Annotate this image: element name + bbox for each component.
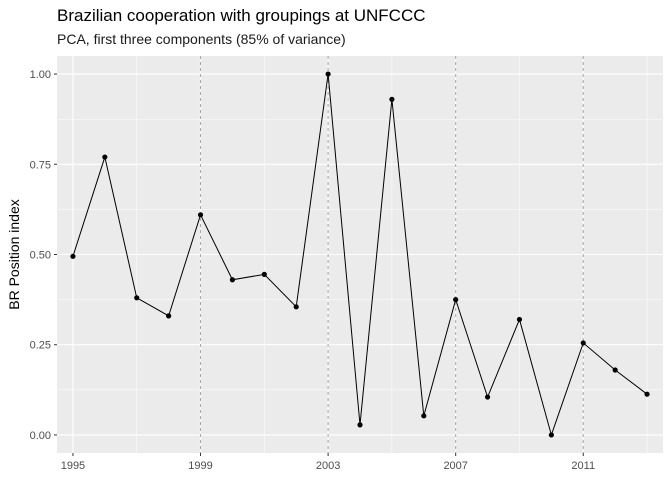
x-axis: 1995 1999 2003 2007 2011 (61, 453, 595, 472)
data-point (453, 297, 459, 303)
data-point (580, 340, 586, 346)
y-tick-label: 1.00 (30, 69, 51, 81)
data-point (70, 253, 76, 259)
y-axis-title: BR Position index (6, 199, 22, 310)
data-point (516, 316, 523, 323)
y-axis: 0.00 0.25 0.50 0.75 1.00 (30, 69, 57, 442)
data-point (134, 295, 140, 301)
chart-subtitle: PCA, first three components (85% of vari… (57, 31, 346, 47)
x-tick-label: 1999 (188, 460, 212, 472)
y-tick-label: 0.75 (30, 159, 51, 171)
x-tick-label: 2011 (571, 460, 595, 472)
data-point (612, 367, 618, 373)
data-point (229, 277, 236, 283)
data-point (102, 154, 108, 160)
y-tick-label: 0.25 (30, 340, 51, 352)
x-tick-label: 2003 (316, 460, 340, 472)
data-points (70, 71, 650, 438)
data-point (548, 432, 554, 438)
data-point (325, 71, 331, 77)
data-point (261, 271, 267, 277)
data-point (357, 422, 363, 428)
x-tick-label: 1995 (61, 460, 85, 472)
y-tick-label: 0.50 (30, 250, 51, 262)
y-tick-label: 0.00 (30, 430, 51, 442)
reference-lines (200, 56, 584, 453)
data-point (644, 391, 650, 397)
data-point (197, 212, 204, 218)
data-point (484, 394, 491, 400)
data-point (293, 304, 299, 310)
chart-title: Brazilian cooperation with groupings at … (57, 6, 426, 25)
data-point (166, 313, 172, 319)
data-point (421, 413, 427, 419)
x-tick-label: 2007 (443, 460, 467, 472)
data-point (389, 96, 395, 102)
